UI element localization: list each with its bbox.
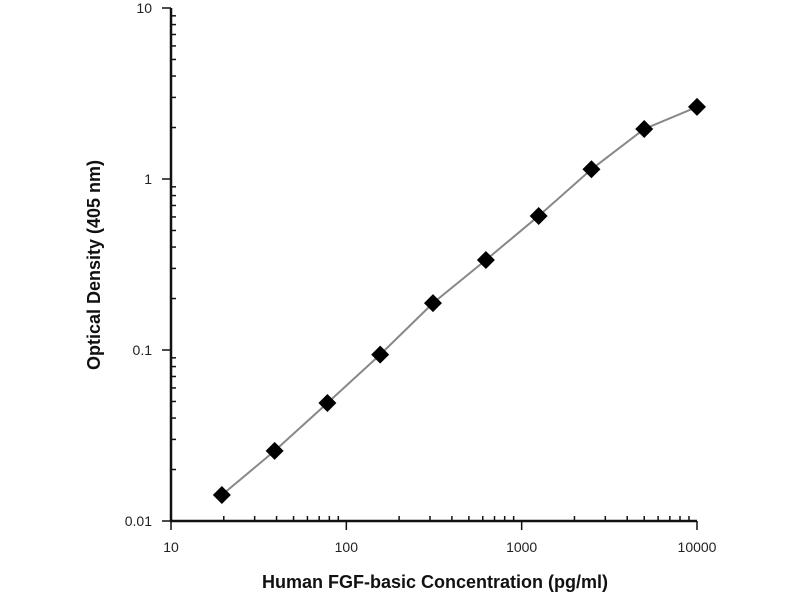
series-line	[221, 105, 698, 496]
y-tick-label: 0.01	[125, 513, 152, 529]
data-point	[371, 345, 390, 364]
data-point	[476, 250, 495, 269]
data-point	[582, 160, 601, 179]
y-tick-label: 10	[136, 0, 152, 16]
y-tick-label: 1	[144, 171, 152, 187]
x-tick-label: 1000	[506, 539, 537, 555]
data-point	[635, 120, 654, 139]
y-tick-label: 0.1	[133, 342, 153, 358]
x-tick-label: 100	[335, 539, 359, 555]
data-point	[318, 393, 337, 412]
data-point	[529, 206, 548, 225]
data-point	[423, 294, 442, 313]
data-point	[212, 485, 231, 504]
x-axis-title: Human FGF-basic Concentration (pg/ml)	[262, 572, 608, 592]
data-point	[265, 441, 284, 460]
data-point	[688, 97, 706, 116]
x-tick-label: 10000	[678, 539, 717, 555]
minor-ticks	[162, 7, 698, 530]
y-axis-title: Optical Density (405 nm)	[84, 160, 104, 370]
x-tick-label: 10	[163, 539, 179, 555]
